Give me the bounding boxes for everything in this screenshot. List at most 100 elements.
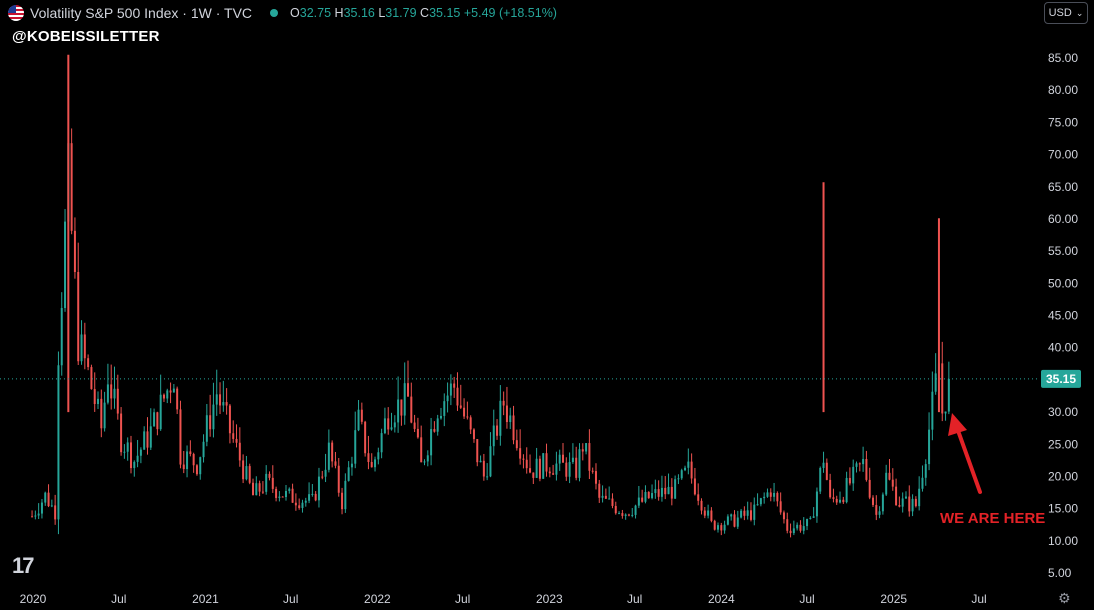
candle-body bbox=[222, 402, 225, 406]
last-price-label: 35.15 bbox=[1046, 372, 1076, 386]
candle-body bbox=[740, 510, 743, 518]
candle-body bbox=[344, 480, 347, 510]
candle-body bbox=[641, 497, 644, 502]
y-tick-label: 25.00 bbox=[1048, 437, 1078, 451]
candle-body bbox=[878, 511, 881, 515]
candle-body bbox=[594, 471, 597, 484]
candle-body bbox=[390, 427, 393, 430]
y-tick-label: 85.00 bbox=[1048, 51, 1078, 65]
candle-body bbox=[153, 412, 156, 427]
us-flag-icon bbox=[8, 5, 24, 21]
tradingview-logo-icon[interactable]: 17 bbox=[12, 553, 35, 578]
high-label: H bbox=[334, 6, 344, 20]
candle-body bbox=[403, 383, 406, 416]
price-axis: 5.0010.0015.0020.0025.0030.0035.0040.004… bbox=[1048, 51, 1078, 580]
candle-body bbox=[182, 464, 185, 470]
candle-body bbox=[680, 470, 683, 479]
candle-body bbox=[176, 388, 179, 410]
candle-body bbox=[862, 458, 865, 465]
candle-body bbox=[575, 457, 578, 478]
candle-body bbox=[588, 443, 591, 471]
candle-body bbox=[832, 497, 835, 499]
candle-body bbox=[505, 405, 508, 423]
candle-body bbox=[433, 429, 436, 432]
candle-body bbox=[420, 437, 423, 463]
candle-body bbox=[374, 459, 377, 468]
candle-body bbox=[509, 415, 512, 423]
y-tick-label: 50.00 bbox=[1048, 276, 1078, 290]
candle-body bbox=[410, 396, 413, 423]
candle-body bbox=[466, 416, 469, 418]
candle-body bbox=[281, 496, 284, 498]
candle-body bbox=[129, 442, 132, 469]
candle-body bbox=[179, 409, 182, 465]
candle-body bbox=[294, 502, 297, 506]
candle-body bbox=[525, 459, 528, 469]
candle-body bbox=[60, 308, 63, 366]
low-label: L bbox=[378, 6, 386, 20]
candle-body bbox=[482, 460, 485, 477]
candle-body bbox=[54, 505, 57, 520]
candle-body bbox=[667, 486, 670, 495]
currency-selector[interactable]: USD ⌄ bbox=[1044, 2, 1088, 24]
candle-body bbox=[565, 462, 568, 477]
candle-body bbox=[815, 491, 818, 517]
candle-body bbox=[459, 405, 462, 408]
candle-body bbox=[195, 465, 198, 475]
candle-body bbox=[697, 494, 700, 501]
market-status-icon[interactable] bbox=[270, 9, 279, 17]
y-tick-label: 70.00 bbox=[1048, 148, 1078, 162]
candle-body bbox=[298, 505, 301, 508]
candle-body bbox=[627, 514, 630, 516]
candle-body bbox=[407, 383, 410, 397]
x-tick-label: Jul bbox=[971, 592, 986, 606]
candle-body bbox=[93, 389, 96, 405]
candle-body bbox=[245, 466, 248, 480]
candle-body bbox=[106, 384, 109, 403]
candle-body bbox=[327, 442, 330, 470]
candle-body bbox=[571, 457, 574, 463]
candle-body bbox=[228, 405, 231, 434]
candle-body bbox=[779, 501, 782, 513]
candle-body bbox=[852, 466, 855, 484]
candle-body bbox=[34, 515, 37, 517]
candle-body bbox=[684, 467, 687, 471]
candle-body bbox=[146, 431, 149, 448]
candle-body bbox=[202, 441, 205, 458]
low-value: 31.79 bbox=[385, 6, 417, 20]
settings-gear-icon[interactable]: ⚙ bbox=[1058, 590, 1071, 606]
candle-body bbox=[660, 487, 663, 497]
candle-body bbox=[891, 479, 894, 487]
y-tick-label: 20.00 bbox=[1048, 469, 1078, 483]
candle-body bbox=[492, 425, 495, 447]
candle-body bbox=[186, 451, 189, 470]
open-value: 32.75 bbox=[299, 6, 332, 20]
candle-body bbox=[868, 479, 871, 498]
candle-body bbox=[792, 528, 795, 534]
candle-body bbox=[73, 230, 76, 273]
candle-body bbox=[812, 516, 815, 518]
candle-body bbox=[578, 449, 581, 478]
candle-body bbox=[278, 496, 281, 498]
candle-body bbox=[248, 466, 251, 483]
candle-body bbox=[736, 517, 739, 527]
candle-body bbox=[835, 498, 838, 503]
candle-body bbox=[252, 482, 255, 496]
candle-body bbox=[723, 524, 726, 531]
candle-body bbox=[321, 476, 324, 478]
candle-body bbox=[766, 492, 769, 497]
candle-body bbox=[90, 367, 93, 390]
chart-header: Volatility S&P 500 Index · 1W · TVC O32.… bbox=[8, 3, 557, 23]
candle-body bbox=[875, 504, 878, 515]
symbol-title[interactable]: Volatility S&P 500 Index · 1W · TVC bbox=[30, 5, 253, 21]
x-tick-label: Jul bbox=[283, 592, 298, 606]
open-label: O bbox=[290, 6, 300, 20]
x-tick-label: Jul bbox=[627, 592, 642, 606]
candle-body bbox=[143, 431, 146, 450]
candle-body bbox=[746, 510, 749, 516]
candle-body bbox=[842, 499, 845, 503]
candle-body bbox=[387, 418, 390, 430]
candle-body bbox=[439, 415, 442, 419]
candle-body bbox=[690, 461, 693, 479]
